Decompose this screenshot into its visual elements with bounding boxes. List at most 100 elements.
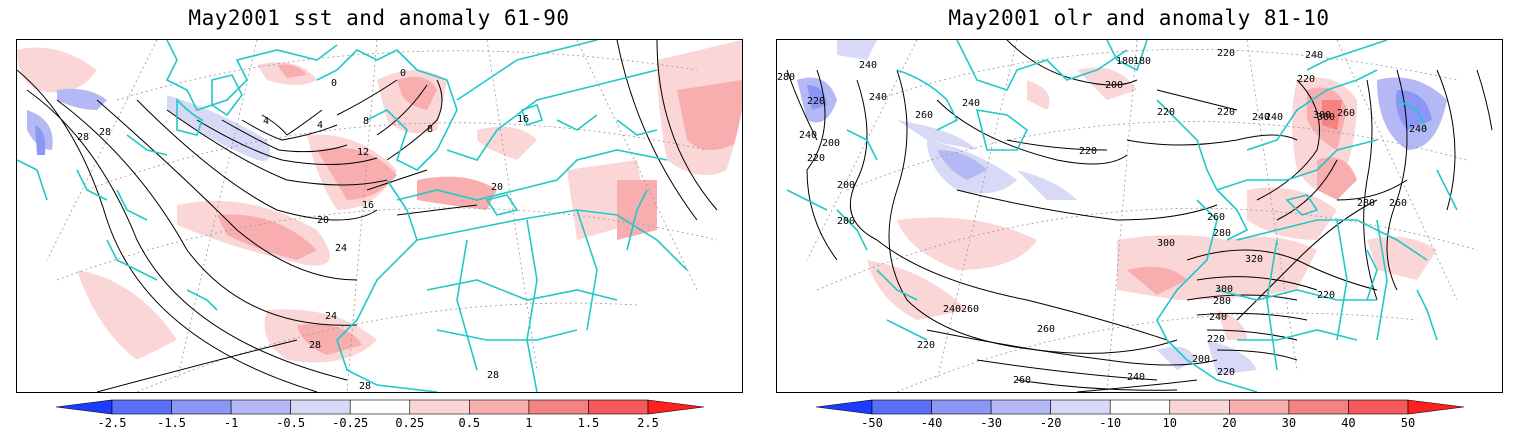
- contour-label: 280: [1213, 228, 1231, 239]
- contour-label: 240: [799, 130, 817, 141]
- olr-map-title: May2001 olr and anomaly 81-10: [948, 6, 1330, 30]
- colorbar-bin: [931, 399, 992, 415]
- contour-label: 260: [1207, 212, 1225, 223]
- contour-label: 180: [1133, 56, 1151, 67]
- contour-label: 320: [1245, 254, 1263, 265]
- colorbar-bin: [230, 399, 291, 415]
- colorbar-tick-label: 20: [1222, 416, 1236, 430]
- colorbar-tick-label: -40: [921, 416, 943, 430]
- anomaly-shading: [17, 40, 742, 392]
- sst-contour-labels: 28 28 24 20 16 12 8 4 4 0 0 8 16 20 24 2…: [77, 68, 529, 392]
- colorbar-end-high: [647, 399, 705, 415]
- colorbar-tick-label: -30: [980, 416, 1002, 430]
- contour-label: 260: [1013, 375, 1031, 386]
- contour-label: 220: [1079, 146, 1097, 157]
- contour-label: 260: [915, 110, 933, 121]
- contour-label: 260: [1337, 108, 1355, 119]
- colorbar-tick-label: 40: [1341, 416, 1355, 430]
- contour-label: 200: [1192, 354, 1210, 365]
- contour-label: 200: [1105, 80, 1123, 91]
- contour-label: 4: [263, 116, 269, 127]
- coastlines-borders: [17, 40, 688, 392]
- olr-anomaly-map: 280 240 220 240 260 200 220 240 200 200 …: [776, 39, 1503, 393]
- colorbar-tick-label: -1: [224, 416, 238, 430]
- contour-label: 28: [77, 132, 89, 143]
- colorbar-tick-label: 30: [1282, 416, 1296, 430]
- colorbar-bin: [871, 399, 932, 415]
- colorbar-bin: [1169, 399, 1230, 415]
- contour-label: 0: [331, 78, 337, 89]
- colorbar-end-high: [1407, 399, 1465, 415]
- colorbar-tick-label: 2.5: [637, 416, 659, 430]
- colorbar-tick-label: 10: [1163, 416, 1177, 430]
- contour-label: 0: [400, 68, 406, 79]
- colorbar-tick-label: -20: [1040, 416, 1062, 430]
- contour-label: 220: [1157, 107, 1175, 118]
- colorbar-tick-label: -0.25: [332, 416, 368, 430]
- colorbar-bin: [469, 399, 530, 415]
- anomaly-shading: [777, 40, 1502, 392]
- contour-label: 20: [317, 215, 329, 226]
- contour-label: 200: [837, 180, 855, 191]
- contour-label: 240: [1409, 124, 1427, 135]
- contour-label: 220: [807, 153, 825, 164]
- colorbar-tick-label: 1.5: [578, 416, 600, 430]
- contour-label: 240: [943, 304, 961, 315]
- contour-label: 28: [359, 381, 371, 392]
- contour-label: 240: [962, 98, 980, 109]
- colorbar-tick-label: 50: [1401, 416, 1415, 430]
- contour-label: 24: [325, 311, 337, 322]
- colorbar-bin: [1348, 399, 1409, 415]
- olr-contours: [786, 40, 1493, 392]
- contour-label: 28: [99, 127, 111, 138]
- colorbar-tick-label: -1.5: [157, 416, 186, 430]
- colorbar-end-low: [815, 399, 873, 415]
- contour-label: 220: [917, 340, 935, 351]
- contour-label: 220: [1317, 290, 1335, 301]
- contour-label: 16: [362, 200, 374, 211]
- contour-label: 240: [1252, 112, 1270, 123]
- colorbar-bin: [588, 399, 649, 415]
- colorbar-bin: [409, 399, 470, 415]
- colorbar-bin: [1229, 399, 1290, 415]
- colorbar-bin: [1288, 399, 1349, 415]
- colorbar-bin: [290, 399, 351, 415]
- contour-label: 220: [1297, 74, 1315, 85]
- contour-label: 240: [1209, 312, 1227, 323]
- sst-contours: [17, 40, 718, 392]
- colorbar-end-low: [55, 399, 113, 415]
- colorbar-bin: [111, 399, 172, 415]
- colorbar-tick-label: 1: [525, 416, 532, 430]
- colorbar-bin: [171, 399, 232, 415]
- contour-label: 20: [491, 182, 503, 193]
- contour-label: 240: [1127, 372, 1145, 383]
- colorbar-bin: [528, 399, 589, 415]
- contour-label: 300: [1215, 284, 1233, 295]
- olr-contour-labels: 280 240 220 240 260 200 220 240 200 200 …: [777, 48, 1427, 386]
- colorbar-tick-label: 0.5: [458, 416, 480, 430]
- map-graticule: [46, 40, 718, 392]
- colorbar-tick-label: -0.5: [276, 416, 305, 430]
- contour-label: 200: [822, 138, 840, 149]
- contour-label: 220: [1217, 367, 1235, 378]
- contour-label: 240: [859, 60, 877, 71]
- contour-label: 28: [309, 340, 321, 351]
- colorbar-bin: [990, 399, 1051, 415]
- colorbar-bin: [1109, 399, 1171, 415]
- contour-label: 260: [1389, 198, 1407, 209]
- contour-label: 8: [427, 124, 433, 135]
- contour-label: 240: [869, 92, 887, 103]
- contour-label: 300: [1157, 238, 1175, 249]
- colorbar-tick-label: -2.5: [98, 416, 127, 430]
- contour-label: 12: [357, 147, 369, 158]
- contour-label: 300: [1317, 112, 1335, 123]
- contour-label: 200: [837, 216, 855, 227]
- sst-anomaly-map: 28 28 24 20 16 12 8 4 4 0 0 8 16 20 24 2…: [16, 39, 743, 393]
- colorbar-tick-label: -50: [861, 416, 883, 430]
- contour-label: 240: [1305, 50, 1323, 61]
- contour-label: 280: [777, 72, 795, 83]
- colorbar-tick-label: 0.25: [395, 416, 424, 430]
- contour-label: 220: [1207, 334, 1225, 345]
- contour-label: 180: [1116, 56, 1134, 67]
- contour-label: 220: [1217, 48, 1235, 59]
